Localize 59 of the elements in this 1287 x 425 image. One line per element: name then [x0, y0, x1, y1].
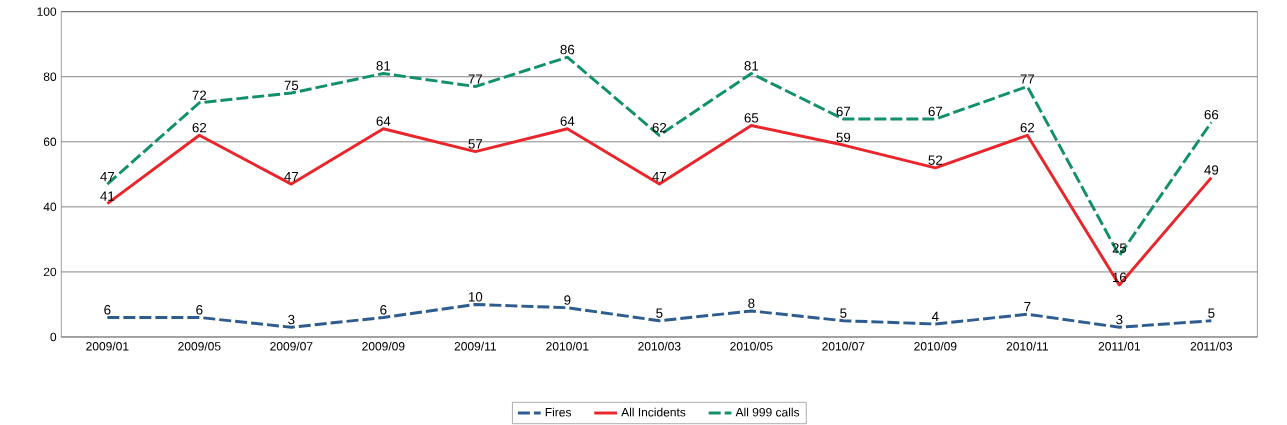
y-tick-label: 20 — [43, 267, 57, 277]
data-label: 7 — [1024, 302, 1031, 312]
y-tick-label: 60 — [43, 137, 57, 147]
x-tick-label: 2010/09 — [914, 341, 957, 351]
data-label: 10 — [468, 292, 483, 302]
data-label: 67 — [928, 106, 943, 117]
data-label: 47 — [100, 171, 115, 182]
x-tick-label: 2010/07 — [822, 341, 865, 351]
y-tick-label: 100 — [37, 7, 57, 16]
y-tick-label: 0 — [50, 332, 57, 342]
x-tick-label: 2009/09 — [362, 341, 405, 351]
data-label: 47 — [284, 171, 299, 182]
data-label: 66 — [1204, 109, 1219, 120]
data-label: 59 — [836, 132, 851, 143]
data-label: 86 — [560, 44, 575, 55]
data-label: 3 — [288, 314, 295, 325]
x-tick-label: 2009/11 — [454, 341, 496, 351]
x-tick-label: 2010/05 — [730, 341, 773, 351]
data-label: 41 — [100, 191, 115, 201]
data-label: 75 — [284, 80, 299, 91]
data-label: 64 — [376, 116, 391, 126]
legend-label: All 999 calls — [735, 407, 800, 417]
data-label: 62 — [1020, 122, 1035, 133]
legend-label: All Incidents — [621, 407, 686, 417]
data-label: 62 — [652, 122, 667, 133]
data-label: 57 — [468, 139, 483, 149]
data-label: 49 — [1204, 165, 1219, 175]
x-tick-label: 2010/01 — [546, 341, 589, 351]
data-label: 52 — [928, 155, 943, 165]
x-tick-label: 2011/03 — [1190, 341, 1233, 351]
data-label: 8 — [748, 298, 755, 309]
data-label: 6 — [104, 305, 111, 315]
x-tick-label: 2010/11 — [1006, 341, 1048, 351]
data-label: 62 — [192, 122, 207, 133]
data-label: 3 — [1116, 314, 1123, 325]
data-label: 5 — [840, 308, 847, 318]
data-label: 47 — [652, 171, 667, 182]
data-label: 65 — [744, 113, 759, 123]
data-label: 81 — [744, 61, 759, 71]
y-tick-label: 40 — [43, 202, 57, 212]
y-tick-label: 80 — [43, 72, 57, 81]
legend-label: Fires — [545, 407, 572, 417]
x-tick-label: 2010/03 — [638, 341, 681, 351]
data-label: 67 — [836, 106, 851, 117]
data-label: 77 — [1020, 74, 1035, 84]
data-label: 4 — [931, 311, 939, 322]
x-tick-label: 2011/01 — [1098, 341, 1140, 351]
data-label: 9 — [564, 295, 571, 305]
data-label: 72 — [192, 90, 207, 100]
data-label: 5 — [656, 308, 663, 318]
x-tick-label: 2009/07 — [270, 341, 313, 351]
data-label: 6 — [196, 305, 203, 315]
x-tick-label: 2009/01 — [86, 341, 129, 351]
data-label: 81 — [376, 61, 391, 71]
data-label: 5 — [1208, 308, 1215, 318]
data-label: 77 — [468, 74, 483, 84]
data-label: 6 — [380, 305, 387, 315]
data-label: 64 — [560, 116, 575, 126]
x-tick-label: 2009/05 — [178, 341, 221, 351]
